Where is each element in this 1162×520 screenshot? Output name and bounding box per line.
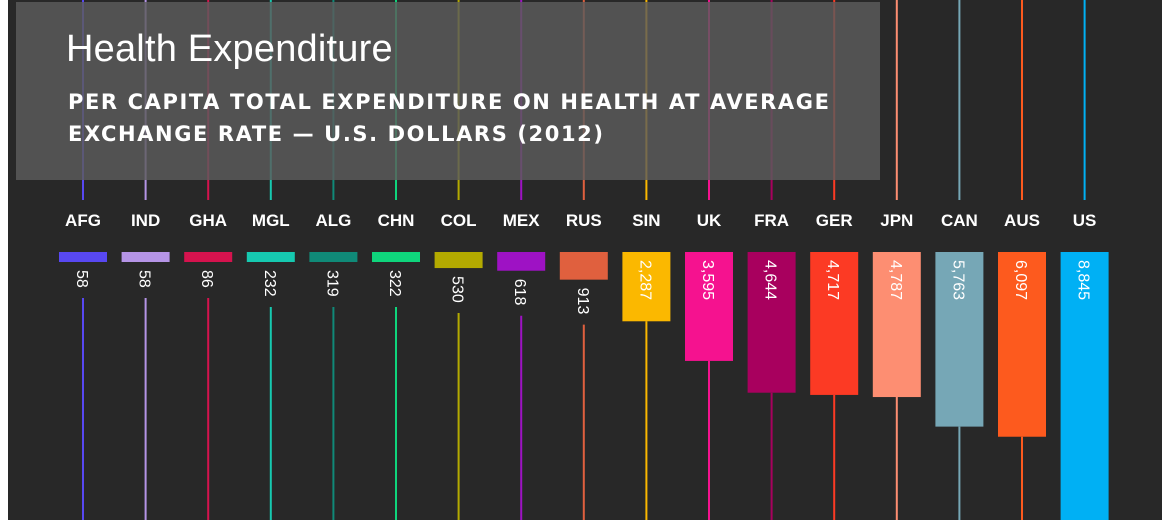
bar-group-sin: SIN 2,287 [622, 0, 671, 520]
category-label: AFG [65, 211, 101, 230]
category-label: CAN [941, 211, 978, 230]
bar-chn [372, 252, 420, 262]
bar-group-us: US 8,845 [1060, 0, 1109, 520]
bar-col [434, 252, 483, 269]
category-label: UK [697, 211, 722, 230]
bar-aus [998, 252, 1046, 437]
category-label: COL [441, 211, 477, 230]
value-label: 319 [323, 270, 340, 297]
category-label: ALG [315, 211, 351, 230]
category-label: JPN [880, 211, 913, 230]
title-panel [16, 2, 880, 180]
chart-subtitle: PER CAPITA TOTAL EXPENDITURE ON HEALTH A… [68, 90, 831, 146]
bar-fra [747, 252, 796, 393]
category-label: SIN [632, 211, 660, 230]
value-label: 58 [136, 270, 153, 288]
value-label: 86 [198, 270, 215, 288]
value-label: 58 [73, 270, 90, 288]
bar-uk [685, 252, 733, 361]
value-label: 322 [386, 270, 403, 297]
category-label: RUS [566, 211, 602, 230]
category-label: GER [816, 211, 853, 230]
category-label: US [1073, 211, 1097, 230]
bar-group-jpn: JPN 4,787 [872, 0, 921, 520]
bar-mex [497, 252, 546, 271]
bar-ger [810, 252, 859, 395]
bar-group-fra: FRA 4,644 [747, 0, 796, 520]
value-label: 4,787 [887, 260, 904, 300]
value-label: 618 [511, 279, 528, 306]
category-label: IND [131, 211, 160, 230]
chart-title: Health Expenditure [66, 28, 393, 70]
bar-rus [559, 252, 608, 280]
value-label: 2,287 [636, 260, 653, 300]
bar-us [1060, 252, 1109, 520]
bar-ind [121, 252, 170, 262]
value-label: 913 [574, 288, 591, 315]
value-label: 5,763 [949, 260, 966, 300]
bar-group-ger: GER 4,717 [810, 0, 859, 520]
category-label: FRA [754, 211, 789, 230]
category-label: AUS [1004, 211, 1040, 230]
value-label: 232 [261, 270, 278, 297]
bar-group-can: CAN 5,763 [935, 0, 984, 520]
category-label: GHA [189, 211, 227, 230]
chart-canvas: AFG 58 IND 58 GHA 86 MGL 232 ALG 319 CHN 322 COL 530 M… [8, 0, 1162, 520]
bar-afg [59, 252, 107, 262]
bar-sin [622, 252, 671, 322]
bar-jpn [872, 252, 921, 398]
value-label: 4,644 [762, 260, 779, 300]
value-label: 530 [449, 276, 466, 303]
bar-group-aus: AUS 6,097 [998, 0, 1046, 520]
bar-gha [184, 252, 233, 262]
category-label: CHN [378, 211, 415, 230]
value-label: 3,595 [699, 260, 716, 300]
value-label: 6,097 [1012, 260, 1029, 300]
value-label: 8,845 [1075, 260, 1092, 300]
bar-alg [309, 252, 358, 262]
category-label: MEX [503, 211, 541, 230]
bar-can [935, 252, 984, 427]
value-label: 4,717 [824, 260, 841, 300]
category-label: MGL [252, 211, 290, 230]
bar-mgl [246, 252, 295, 262]
